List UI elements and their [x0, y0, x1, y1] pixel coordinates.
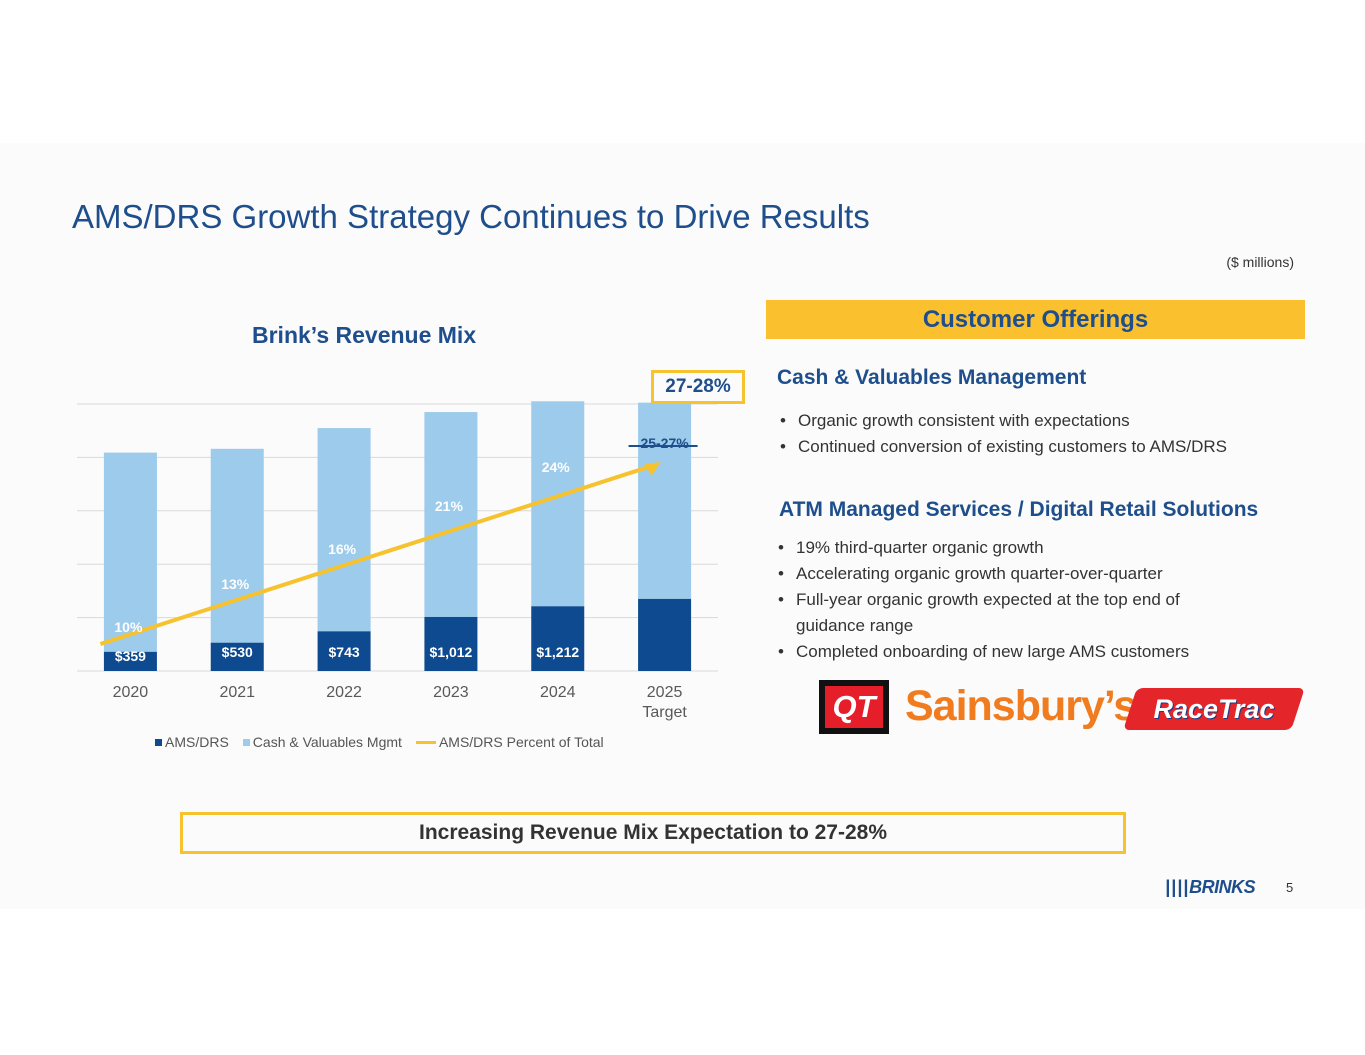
legend-swatch-pct	[415, 740, 436, 744]
bar-cvm-2	[317, 428, 371, 632]
page-title: AMS/DRS Growth Strategy Continues to Dri…	[72, 198, 870, 235]
brinks-logo: ||||BRINKS	[1165, 877, 1256, 897]
x-tick-label-2-0: 2022	[326, 684, 362, 701]
bar-ams-2	[317, 631, 371, 671]
percent-label-1: 13%	[221, 576, 250, 592]
bar-cvm-5	[638, 402, 692, 599]
chart-legend: AMS/DRS Cash & Valuables Mgmt AMS/DRS Pe…	[155, 734, 618, 750]
bar-ams-5	[638, 598, 692, 671]
customer-offerings-header: Customer Offerings	[766, 300, 1305, 339]
racetrac-logo: RaceTrac	[1123, 688, 1305, 730]
target-callout: 27-28%	[651, 370, 745, 404]
x-tick-label-5-0: 2025	[647, 684, 683, 701]
atm-bullets: 19% third-quarter organic growth Acceler…	[778, 535, 1248, 665]
legend-label-cvm: Cash & Valuables Mgmt	[252, 734, 402, 750]
list-item: 19% third-quarter organic growth	[778, 535, 1248, 561]
percent-label-4: 24%	[542, 459, 571, 475]
legend-swatch-cvm	[242, 738, 250, 746]
list-item: Accelerating organic growth quarter-over…	[778, 561, 1248, 587]
bar-cvm-0	[103, 452, 157, 652]
units-label: ($ millions)	[1226, 254, 1294, 270]
bar-label-ams-0: $359	[115, 648, 146, 664]
bar-ams-1	[210, 642, 264, 671]
percent-label-3: 21%	[435, 498, 464, 514]
brinks-logo-text: BRINKS	[1189, 877, 1256, 897]
bar-cvm-1	[210, 448, 264, 643]
x-tick-label-4-0: 2024	[540, 684, 576, 701]
cvm-bullets: Organic growth consistent with expectati…	[780, 408, 1300, 460]
page-number: 5	[1286, 880, 1294, 895]
bar-label-ams-4: $1,212	[536, 644, 579, 660]
bar-ams-3	[424, 616, 478, 671]
qt-logo-text: QT	[825, 686, 883, 728]
bar-label-ams-2: $743	[329, 644, 360, 660]
list-item: Organic growth consistent with expectati…	[780, 408, 1300, 434]
revenue-mix-chart: $359 2020 $530 2021 $743 2022 $1,012 2023 $1,212…	[77, 401, 718, 721]
percent-line-arrow	[644, 462, 661, 476]
x-tick-label-5-1: Target	[642, 704, 687, 721]
legend-item-ams: AMS/DRS	[155, 734, 229, 750]
x-tick-label-3-0: 2023	[433, 684, 469, 701]
legend-label-ams: AMS/DRS	[165, 734, 229, 750]
legend-swatch-ams	[155, 738, 162, 746]
percent-line	[99, 464, 653, 646]
percent-label-5: 25-27%	[640, 435, 689, 451]
legend-item-cvm: Cash & Valuables Mgmt	[242, 734, 402, 750]
bar-ams-4	[531, 606, 585, 671]
bar-label-ams-1: $530	[222, 644, 253, 660]
list-item: Continued conversion of existing custome…	[780, 434, 1300, 460]
sainsburys-logo: Sainsbury’s	[905, 682, 1137, 730]
percent-label-0: 10%	[114, 619, 143, 635]
qt-logo: QT	[819, 680, 889, 734]
legend-label-pct: AMS/DRS Percent of Total	[438, 734, 604, 750]
legend-item-pct: AMS/DRS Percent of Total	[415, 734, 604, 750]
cvm-section-title: Cash & Valuables Management	[777, 366, 1087, 389]
list-item: Completed onboarding of new large AMS cu…	[778, 639, 1248, 665]
percent-label-2: 16%	[328, 541, 357, 557]
list-item: Full-year organic growth expected at the…	[778, 587, 1248, 639]
bar-label-ams-3: $1,012	[430, 644, 473, 660]
bar-ams-0	[103, 651, 157, 671]
racetrac-logo-text: RaceTrac	[1153, 694, 1275, 724]
bar-cvm-3	[424, 412, 478, 617]
chart-title: Brink’s Revenue Mix	[252, 322, 477, 348]
x-tick-label-1-0: 2021	[219, 684, 255, 701]
summary-banner: Increasing Revenue Mix Expectation to 27…	[180, 812, 1126, 854]
atm-section-title: ATM Managed Services / Digital Retail So…	[779, 498, 1259, 521]
x-tick-label-0-0: 2020	[113, 684, 149, 701]
